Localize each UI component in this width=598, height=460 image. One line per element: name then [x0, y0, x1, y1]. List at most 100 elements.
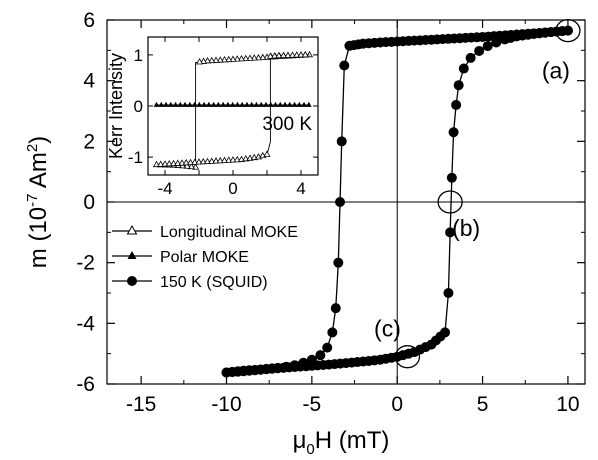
inset-polar-point	[229, 101, 236, 107]
inset-polar-point	[172, 101, 179, 107]
inset-polar-point	[210, 101, 217, 107]
squid-data-point	[448, 127, 459, 138]
inset-longitudinal-point	[169, 159, 178, 167]
inset-longitudinal-point	[208, 56, 216, 64]
inset-longitudinal-point	[174, 159, 182, 166]
inset-x-tick-label: 4	[296, 179, 305, 198]
squid-data-point	[443, 288, 454, 298]
inset-longitudinal-point	[182, 158, 190, 166]
inset-longitudinal-point	[186, 158, 195, 166]
inset-longitudinal-point	[199, 57, 208, 64]
squid-data-point	[327, 327, 338, 338]
inset-temperature-label: 300 K	[262, 114, 312, 135]
squid-data-point	[339, 60, 350, 71]
squid-data-point	[333, 257, 344, 268]
inset-polar-point	[177, 101, 184, 107]
inset-polar-point	[253, 101, 260, 107]
inset-polar-point	[244, 101, 250, 107]
inset-moke-data	[152, 50, 314, 170]
inset-longitudinal-point	[266, 52, 274, 59]
squid-data-point	[336, 136, 347, 147]
inset-longitudinal-point	[208, 157, 216, 164]
inset-longitudinal-point	[203, 157, 212, 165]
squid-data	[221, 25, 573, 378]
inset-polar-point	[267, 101, 274, 107]
inset-longitudinal-point	[297, 51, 305, 58]
y-tick-label: -2	[76, 252, 95, 275]
inset-y-tick-label: 1	[134, 46, 143, 65]
inset-axis-ticks	[148, 37, 318, 175]
main-axis-ticks	[107, 19, 585, 385]
inset-polar-point	[205, 101, 212, 107]
inset-polar-point	[215, 101, 222, 107]
squid-data-point	[335, 197, 346, 207]
inset-longitudinal-point	[301, 51, 309, 58]
annotation-label: (c)	[374, 316, 401, 342]
inset-longitudinal-point	[284, 51, 292, 58]
legend-label: Longitudinal MOKE	[160, 224, 298, 241]
x-tick-label: 0	[391, 393, 403, 416]
inset-polar-point	[158, 101, 165, 107]
inset-longitudinal-point	[288, 51, 297, 58]
inset-longitudinal-point	[216, 56, 224, 63]
inset-polar-point	[258, 101, 265, 107]
inset-longitudinal-point	[203, 57, 212, 64]
squid-data-point	[445, 227, 456, 238]
annotation-label: (a)	[542, 58, 570, 84]
squid-data-point	[446, 172, 457, 183]
squid-data-point	[482, 41, 493, 52]
legend-label: Polar MOKE	[160, 249, 249, 266]
inset-polar-point	[163, 101, 169, 107]
inset-tick-labels: -4 0 4 -1 0 1	[128, 46, 306, 198]
x-tick-label: -10	[211, 393, 241, 416]
annotation-circle	[394, 345, 421, 369]
inset-longitudinal-point	[259, 53, 267, 61]
y-tick-label: 0	[83, 191, 95, 214]
squid-data-point	[562, 25, 573, 36]
squid-data-point	[440, 327, 451, 338]
inset-polar-point	[277, 101, 284, 107]
inset-longitudinal-point	[212, 56, 220, 63]
legend: Longitudinal MOKE Polar MOKE 150 K (SQUID)	[112, 224, 298, 291]
inset-polar-point	[239, 101, 246, 107]
inset-y-axis-label: Kerr Intensity	[106, 53, 126, 159]
y-tick-label: 6	[83, 9, 95, 32]
squid-data-point	[458, 63, 469, 74]
y-tick-label: 4	[83, 70, 95, 93]
inset-longitudinal-point	[225, 156, 233, 163]
inset-longitudinal-point	[225, 55, 233, 63]
inset-polar-point	[291, 101, 298, 107]
inset-longitudinal-point	[250, 54, 258, 61]
squid-data-point	[322, 342, 333, 353]
y-tick-label: 2	[83, 130, 95, 153]
inset-longitudinal-point	[275, 51, 283, 59]
inset-longitudinal-point	[191, 158, 199, 165]
inset-polar-point	[234, 101, 241, 107]
inset-longitudinal-point	[216, 156, 224, 164]
inset-longitudinal-point	[237, 54, 246, 62]
legend-open-triangle	[126, 224, 138, 235]
x-axis-label: μ0H (mT)	[293, 427, 390, 458]
squid-data-point	[474, 45, 485, 56]
y-axis-label: m (10-7 Am2)	[24, 136, 52, 268]
inset-polar-point	[182, 101, 188, 107]
inset-longitudinal-point	[229, 156, 237, 163]
inset-longitudinal-point	[220, 55, 229, 63]
inset-longitudinal-point	[246, 54, 254, 61]
x-tick-label: -5	[303, 393, 322, 416]
inset-polar-point	[248, 101, 255, 107]
inset-x-tick-label: 0	[228, 179, 237, 198]
inset-longitudinal-point	[161, 160, 169, 167]
inset-longitudinal-point	[271, 52, 279, 59]
annotation-label: (b)	[452, 215, 480, 241]
inset-longitudinal-point	[183, 162, 191, 169]
inset-y-tick-label: 0	[134, 97, 143, 116]
inset-longitudinal-point	[242, 54, 250, 62]
inset-longitudinal-point	[152, 160, 161, 168]
legend-filled-circle	[127, 276, 137, 286]
inset-longitudinal-point	[196, 58, 204, 65]
inset-polar-point	[186, 101, 193, 107]
inset-polar-point	[286, 101, 293, 107]
annotations: (a) (b) (c)	[374, 18, 581, 369]
